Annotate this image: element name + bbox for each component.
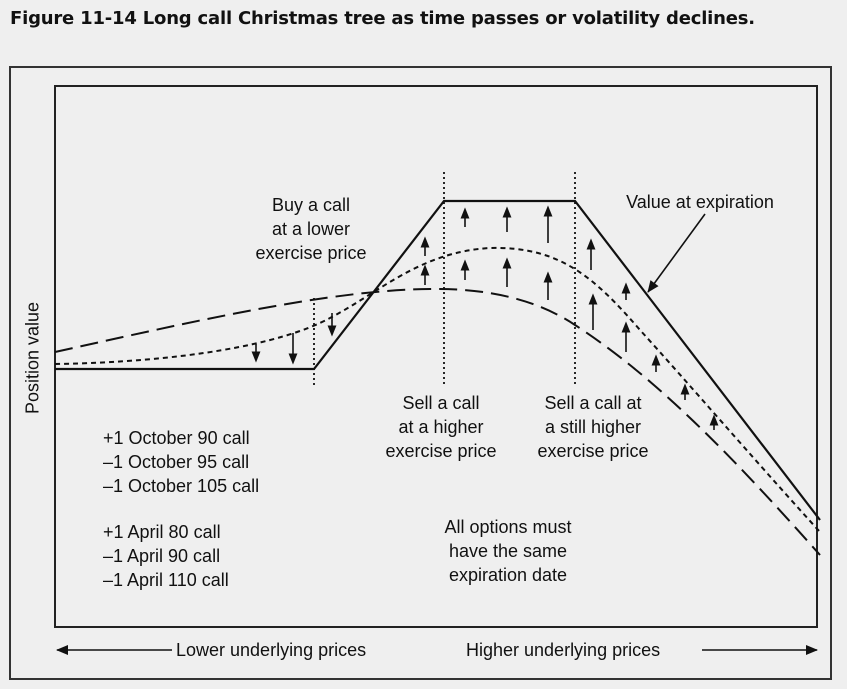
same-exp-line-1: All options must (444, 517, 572, 537)
sell-still-higher-line-1: Sell a call at (544, 393, 642, 413)
expiration-curve (55, 199, 821, 521)
sell-higher-line-1: Sell a call (402, 393, 480, 413)
plot-area (54, 85, 818, 628)
higher-prices-label: Higher underlying prices (466, 640, 661, 660)
example-2-line-1: +1 April 80 call (103, 522, 221, 542)
long-dash-curve (54, 287, 821, 556)
value-at-expiration-label: Value at expiration (626, 192, 774, 212)
example-set-2: +1 April 80 call –1 April 90 call –1 Apr… (103, 520, 229, 592)
down-arrows (251, 313, 337, 365)
example-1-line-3: –1 October 105 call (103, 476, 260, 496)
buy-call-line-3: exercise price (255, 243, 367, 263)
buy-call-line-2: at a lower (271, 219, 351, 239)
sell-call-higher-label: Sell a call at a higher exercise price (366, 391, 516, 463)
lower-prices-label: Lower underlying prices (176, 640, 367, 660)
same-exp-line-2: have the same (448, 541, 568, 561)
sell-still-higher-line-2: a still higher (544, 417, 642, 437)
expiration-pointer (647, 213, 706, 293)
example-2-line-2: –1 April 90 call (103, 546, 221, 566)
buy-call-line-1: Buy a call (271, 195, 351, 215)
same-expiration-note: All options must have the same expiratio… (418, 515, 598, 587)
sell-higher-line-2: at a higher (398, 417, 484, 437)
example-1-line-2: –1 October 95 call (103, 452, 250, 472)
sell-call-still-higher-label: Sell a call at a still higher exercise p… (518, 391, 668, 463)
figure-title: Figure 11-14 Long call Christmas tree as… (10, 8, 755, 29)
short-dash-curve (54, 246, 821, 533)
up-arrows (420, 205, 719, 430)
outer-frame (9, 66, 832, 680)
same-exp-line-3: expiration date (448, 565, 568, 585)
buy-call-label: Buy a call at a lower exercise price (236, 193, 386, 265)
sell-still-higher-line-3: exercise price (537, 441, 649, 461)
y-axis-label: Position value (22, 301, 43, 415)
example-1-line-1: +1 October 90 call (103, 428, 250, 448)
example-set-1: +1 October 90 call –1 October 95 call –1… (103, 426, 259, 498)
example-2-line-3: –1 April 110 call (103, 570, 229, 590)
sell-higher-line-3: exercise price (385, 441, 497, 461)
